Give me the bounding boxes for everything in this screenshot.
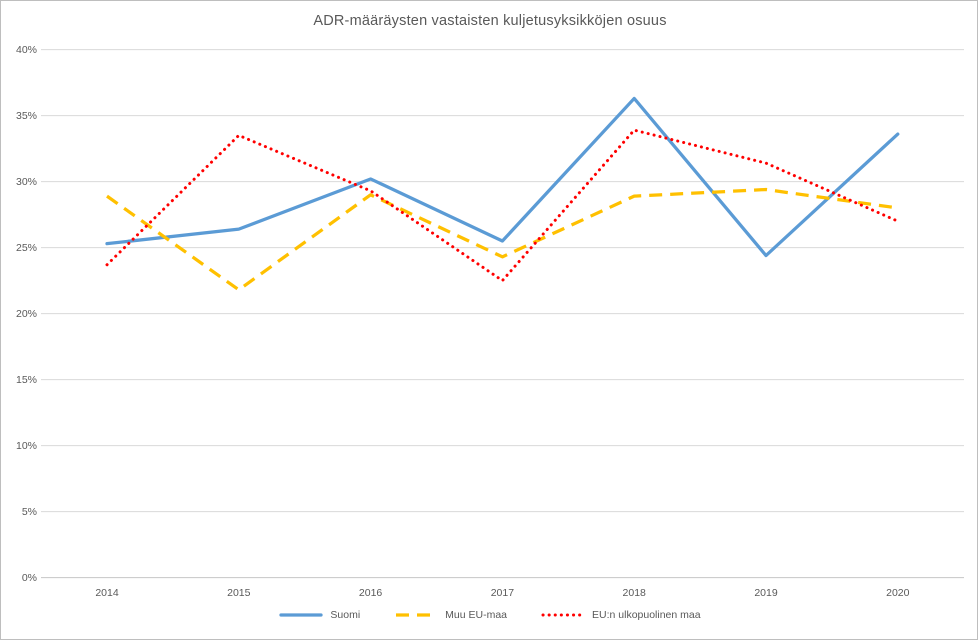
x-axis-tick-label: 2015 (227, 587, 251, 599)
legend-item: Muu EU-maa (394, 609, 507, 621)
legend-label: Muu EU-maa (445, 609, 508, 621)
legend-dotted-line-icon (541, 613, 585, 617)
y-axis-tick-label: 10% (16, 440, 37, 452)
x-axis-tick-label: 2014 (95, 587, 119, 599)
series-line-eu-n-ulkopuolinen-maa (105, 128, 900, 283)
x-axis-tick-label: 2020 (886, 587, 910, 599)
y-axis-tick-label: 15% (16, 374, 37, 386)
y-axis-tick-label: 20% (16, 308, 37, 320)
legend-solid-line-icon (279, 613, 324, 617)
y-axis-tick-label: 0% (22, 572, 37, 584)
x-axis-tick-label: 2016 (359, 587, 383, 599)
legend-dashed-line-icon (396, 613, 437, 617)
legend: Suomi Muu EU-maa EU:n ulkopuolinen maa (1, 609, 977, 621)
y-axis-tick-label: 30% (16, 176, 37, 188)
chart-title: ADR-määräysten vastaisten kuljetusyksikk… (313, 13, 667, 29)
legend-label: EU:n ulkopuolinen maa (592, 609, 701, 621)
x-axis-tick-label: 2017 (491, 587, 515, 599)
x-axis-tick-label: 2018 (623, 587, 647, 599)
series-line-suomi (105, 96, 900, 258)
y-axis-tick-label: 40% (16, 44, 37, 56)
y-axis-tick-label: 5% (22, 506, 37, 518)
y-axis-tick-label: 35% (16, 110, 37, 122)
y-axis-tick-label: 25% (16, 242, 37, 254)
series-line-muu-eu-maa (106, 187, 899, 292)
x-axis-tick-label: 2019 (754, 587, 778, 599)
legend-item: EU:n ulkopuolinen maa (541, 609, 701, 621)
legend-label: Suomi (330, 609, 361, 621)
legend-item: Suomi (279, 609, 360, 621)
plot-area: 0% 5% 10% 15% 20% 25% 30% 35% 40% 2014 2015 2016 201… (16, 44, 964, 599)
